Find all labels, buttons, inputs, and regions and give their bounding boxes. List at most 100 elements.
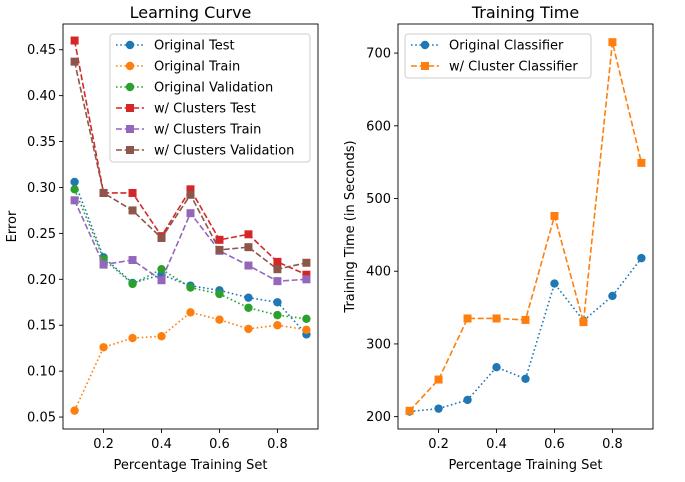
x-tick-label: 0.2 [93,437,114,452]
data-point [157,265,166,274]
y-tick-label: 0.20 [27,273,56,288]
data-point [70,36,79,45]
x-tick-label: 0.6 [209,437,230,452]
data-point [215,315,224,324]
learning-curve-chart: Learning Curve Percentage Training Set Err… [5,3,319,473]
legend-item: Original Validation [116,81,273,96]
x-tick-label: 0.4 [151,437,172,452]
x-tick-label: 0.6 [544,437,565,452]
data-point [186,209,195,218]
data-point [186,283,195,292]
series-original-classifier [405,253,646,416]
data-point [128,188,137,197]
y-tick-label: 0.15 [27,319,56,334]
legend-label: Original Validation [154,81,273,96]
data-point [434,375,443,384]
data-point [273,298,282,307]
series-line [73,311,307,411]
legend-box [109,33,311,163]
data-point [215,245,224,254]
plot-frame [397,23,654,430]
data-point [463,395,472,405]
y-tick-label: 0.10 [27,365,56,380]
y-tick-label: 300 [366,337,391,352]
data-point [215,289,224,299]
data-point [302,270,311,279]
chart-title: Training Time [471,3,579,22]
data-point [244,324,253,334]
legend-item: Original Classifier [411,39,564,54]
y-tick-label: 0.05 [27,411,56,426]
legend-item: w/ Clusters Validation [116,144,294,159]
series-line [409,257,643,413]
training-time-chart: Training Time Percentage Training Set Trai… [343,3,654,473]
plot-frame [62,23,319,430]
y-tick-label: 0.45 [27,43,56,58]
data-point [579,318,588,327]
data-point [637,253,646,263]
x-tick-label: 0.8 [267,437,288,452]
data-point [273,277,282,286]
legend-label: Original Train [154,60,240,75]
legend-marker [421,62,429,70]
legend-label: w/ Clusters Validation [154,144,294,159]
y-tick-label: 0.35 [27,135,56,150]
data-point [273,257,282,266]
y-tick-label: 0.30 [27,181,56,196]
data-point [99,260,108,269]
data-point [302,258,311,267]
legend-label: w/ Clusters Test [154,102,256,117]
data-point [186,308,195,317]
series-original-train [70,308,311,415]
data-point [70,177,79,187]
x-tick-label: 0.8 [602,437,623,452]
legend-label: Original Test [154,39,235,54]
data-point [405,406,414,415]
data-point [128,279,137,289]
data-point [608,291,617,301]
data-point [302,325,311,335]
data-point [157,276,166,285]
y-tick-label: 700 [366,47,391,62]
data-point [521,374,530,384]
data-point [244,261,253,270]
data-point [492,362,501,372]
legend-label: w/ Clusters Train [154,123,261,138]
data-point [434,404,443,413]
data-point [302,275,311,284]
data-point [463,314,472,323]
data-point [70,57,79,66]
series-line [73,40,307,276]
data-point [244,230,253,239]
data-point [637,158,646,167]
data-point [215,235,224,244]
y-tick-label: 0.25 [27,227,56,242]
legend-marker [126,146,134,154]
x-axis-label: Percentage Training Set [113,458,267,473]
legend-marker [125,82,135,92]
series-line [73,189,307,320]
y-tick-label: 600 [366,119,391,134]
series-line [73,181,308,335]
y-tick-label: 200 [366,410,391,425]
legend-item: w/ Clusters Test [116,102,256,117]
legend-item: w/ Clusters Train [116,123,261,138]
data-point [273,310,282,320]
data-point [273,265,282,274]
data-point [128,256,137,265]
legend-marker [126,125,134,133]
data-point [70,196,79,205]
data-point [186,185,195,194]
legend-item: Original Test [116,39,235,54]
y-axis-label: Training Time (in Seconds) [343,140,358,313]
data-point [550,279,559,288]
data-point [99,343,108,352]
chart-title: Learning Curve [130,3,252,22]
data-point [157,233,166,242]
y-axis-label: Error [5,210,20,242]
legend: Original Classifier w/ Cluster Classifier [404,33,592,79]
data-point [128,206,137,215]
legend-box [404,33,592,79]
legend-marker [125,40,135,50]
x-tick-label: 0.2 [428,437,449,452]
